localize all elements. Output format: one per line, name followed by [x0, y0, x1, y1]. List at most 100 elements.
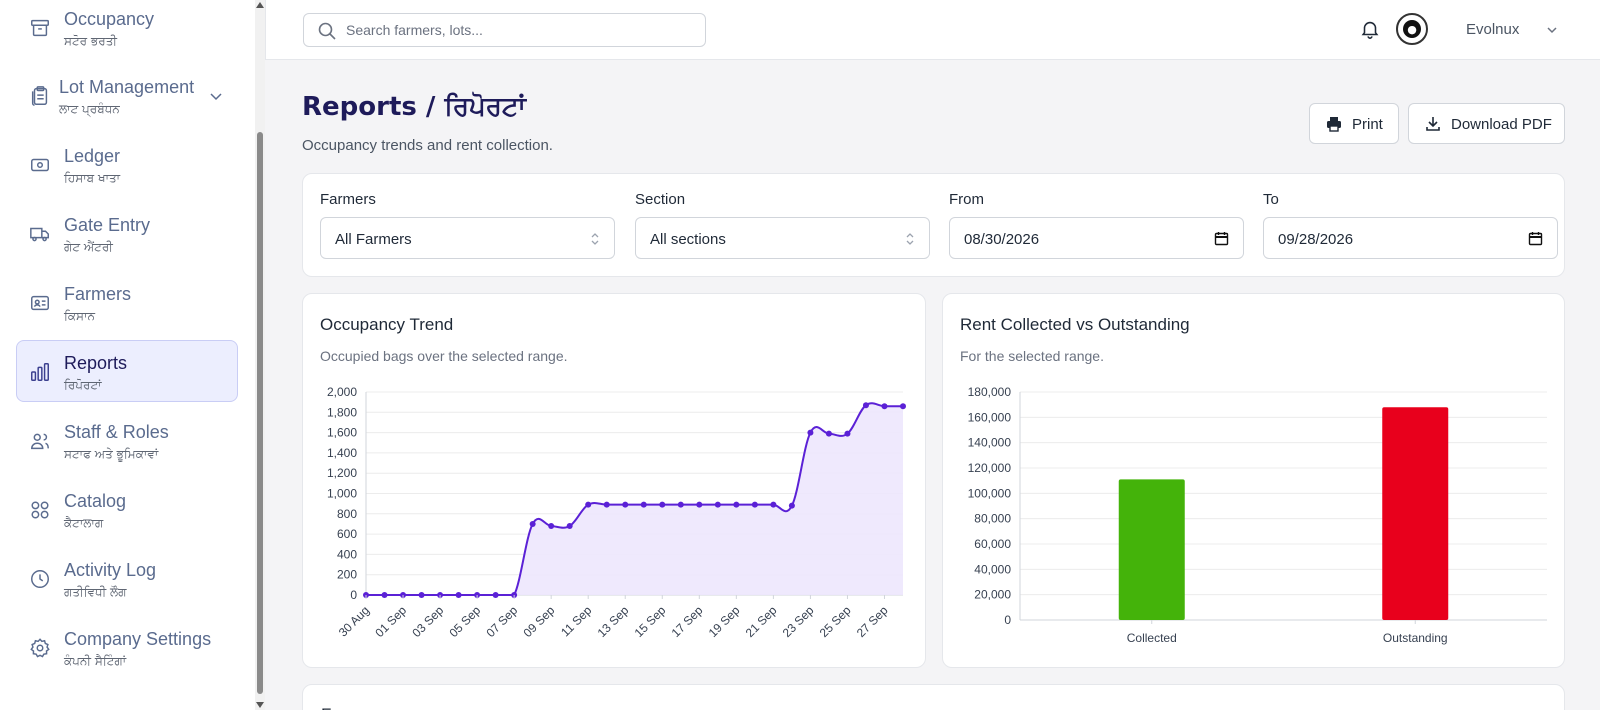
- sidebar-item-label: Farmers: [64, 284, 131, 304]
- download-pdf-button-label: Download PDF: [1451, 116, 1552, 133]
- print-button[interactable]: Print: [1309, 103, 1399, 144]
- sidebar-item-staff-roles[interactable]: Staff & Roles ਸਟਾਫ ਅਤੇ ਭੂਮਿਕਾਵਾਂ: [16, 409, 238, 471]
- archive-box-icon: [29, 17, 51, 39]
- sidebar-item-sublabel: ਕਿਸਾਨ: [64, 309, 95, 323]
- x-tick-label: 11 Sep: [558, 603, 594, 639]
- bell-icon[interactable]: [1359, 18, 1381, 40]
- print-button-label: Print: [1352, 116, 1383, 133]
- bar-collected: [1118, 479, 1185, 620]
- search-input[interactable]: [346, 14, 696, 46]
- from-date-input[interactable]: 08/30/2026: [949, 217, 1244, 259]
- data-point: [381, 592, 388, 598]
- sidebar-item-sublabel: ਗਤੀਵਿਧੀ ਲੌਗ: [64, 585, 127, 599]
- users-icon: [29, 430, 51, 452]
- farmers-select[interactable]: All Farmers: [320, 217, 615, 259]
- sidebar-item-sublabel: ਕੰਪਨੀ ਸੈਟਿੰਗਾਂ: [64, 654, 127, 668]
- farmers-filter-label: Farmers: [320, 191, 376, 208]
- data-point: [566, 522, 573, 529]
- y-tick-label: 0: [1004, 613, 1011, 627]
- y-tick-label: 0: [350, 588, 357, 602]
- data-point: [455, 592, 462, 598]
- from-date-label: From: [949, 191, 984, 208]
- y-tick-label: 2,000: [327, 385, 357, 399]
- y-tick-label: 180,000: [968, 385, 1012, 399]
- scroll-up-arrow-icon[interactable]: [256, 2, 264, 8]
- sidebar-item-sublabel: ਕੈਟਾਲਾਗ: [64, 516, 104, 530]
- y-tick-label: 80,000: [974, 512, 1011, 526]
- sidebar-item-label: Catalog: [64, 491, 127, 511]
- sidebar-item-label: Lot Management: [59, 77, 195, 97]
- data-point: [807, 429, 814, 436]
- svg-text:●: ●: [1407, 23, 1417, 36]
- sidebar-scrollbar[interactable]: [255, 0, 265, 710]
- data-point: [788, 502, 795, 509]
- y-tick-label: 120,000: [968, 461, 1012, 475]
- sidebar-item-farmers[interactable]: Farmers ਕਿਸਾਨ: [16, 271, 238, 333]
- to-date-input[interactable]: 09/28/2026: [1263, 217, 1558, 259]
- sidebar-item-company-settings[interactable]: Company Settings ਕੰਪਨੀ ਸੈਟਿੰਗਾਂ: [16, 616, 238, 678]
- sidebar-item-label: Staff & Roles: [64, 422, 169, 442]
- x-tick-label: 17 Sep: [669, 603, 706, 640]
- chevron-down-icon[interactable]: [1545, 23, 1559, 37]
- rent-chart-card: Rent Collected vs Outstanding For the se…: [942, 293, 1565, 668]
- data-point: [622, 501, 629, 508]
- sidebar-item-sublabel: ਰਿਪੋਰਟਾਂ: [64, 378, 102, 392]
- data-point: [548, 522, 555, 529]
- section-filter-label: Section: [635, 191, 686, 208]
- sidebar-item-activity-log[interactable]: Activity Log ਗਤੀਵਿਧੀ ਲੌਗ: [16, 547, 238, 609]
- search-icon: [318, 22, 336, 40]
- data-point: [640, 501, 647, 508]
- data-point: [696, 501, 703, 508]
- user-name[interactable]: Evolnux: [1466, 21, 1520, 38]
- search-box[interactable]: [303, 13, 706, 47]
- farmers-select-value: All Farmers: [335, 231, 412, 248]
- occupancy-chart-title: Occupancy Trend: [320, 315, 454, 334]
- data-point: [900, 403, 906, 410]
- avatar[interactable]: ●: [1396, 13, 1428, 45]
- data-point: [585, 501, 592, 508]
- bar-chart-icon: [29, 361, 51, 383]
- section-select[interactable]: All sections: [635, 217, 930, 259]
- data-point: [714, 501, 721, 508]
- x-tick-label: 15 Sep: [632, 603, 669, 640]
- scroll-down-arrow-icon[interactable]: [256, 702, 264, 708]
- data-point: [659, 501, 666, 508]
- x-tick-label: 07 Sep: [483, 603, 520, 640]
- sidebar-item-sublabel: ਹਿਸਾਬ ਖਾਤਾ: [64, 171, 121, 185]
- rent-chart-subtitle: For the selected range.: [960, 348, 1104, 364]
- y-tick-label: 600: [337, 527, 357, 541]
- clock-icon: [29, 568, 51, 590]
- x-tick-label: Collected: [1127, 631, 1177, 645]
- y-tick-label: 60,000: [974, 537, 1011, 551]
- sidebar-item-sublabel: ਸਟੋਰ ਭਰਤੀ: [64, 34, 118, 48]
- to-date-value: 09/28/2026: [1278, 231, 1354, 248]
- y-tick-label: 1,600: [327, 426, 357, 440]
- y-tick-label: 1,400: [327, 446, 357, 460]
- x-tick-label: 03 Sep: [409, 603, 446, 640]
- sidebar: Occupancy ਸਟੋਰ ਭਰਤੀ Lot Management ਲਾਟ ਪ…: [0, 0, 255, 710]
- sidebar-item-label: Occupancy: [64, 9, 155, 29]
- sidebar-item-occupancy[interactable]: Occupancy ਸਟੋਰ ਭਰਤੀ: [16, 0, 238, 58]
- y-tick-label: 1,800: [327, 405, 357, 419]
- calendar-icon[interactable]: [1214, 231, 1229, 246]
- area-fill: [366, 403, 903, 595]
- x-tick-label: 23 Sep: [780, 603, 817, 640]
- sidebar-item-label: Company Settings: [64, 629, 212, 649]
- calendar-icon[interactable]: [1528, 231, 1543, 246]
- sidebar-item-ledger[interactable]: Ledger ਹਿਸਾਬ ਖਾਤਾ: [16, 133, 238, 195]
- sidebar-item-lot-management[interactable]: Lot Management ਲਾਟ ਪ੍ਰਬੰਧਨ: [16, 64, 238, 126]
- download-pdf-button[interactable]: Download PDF: [1408, 103, 1565, 144]
- clipboard-icon: [29, 85, 51, 107]
- data-point: [529, 520, 536, 527]
- sidebar-item-reports[interactable]: Reports ਰਿਪੋਰਟਾਂ: [16, 340, 238, 402]
- x-tick-label: 30 Aug: [336, 603, 372, 639]
- scroll-thumb[interactable]: [257, 132, 263, 694]
- data-point: [751, 501, 758, 508]
- sidebar-item-gate-entry[interactable]: Gate Entry ਗੇਟ ਐਂਟਰੀ: [16, 202, 238, 264]
- y-tick-label: 160,000: [968, 410, 1012, 424]
- sidebar-item-catalog[interactable]: Catalog ਕੈਟਾਲਾਗ: [16, 478, 238, 540]
- grid-icon: [29, 499, 51, 521]
- data-point: [881, 403, 888, 410]
- sidebar-item-sublabel: ਲਾਟ ਪ੍ਰਬੰਧਨ: [59, 102, 120, 116]
- chevron-down-icon[interactable]: [209, 89, 223, 103]
